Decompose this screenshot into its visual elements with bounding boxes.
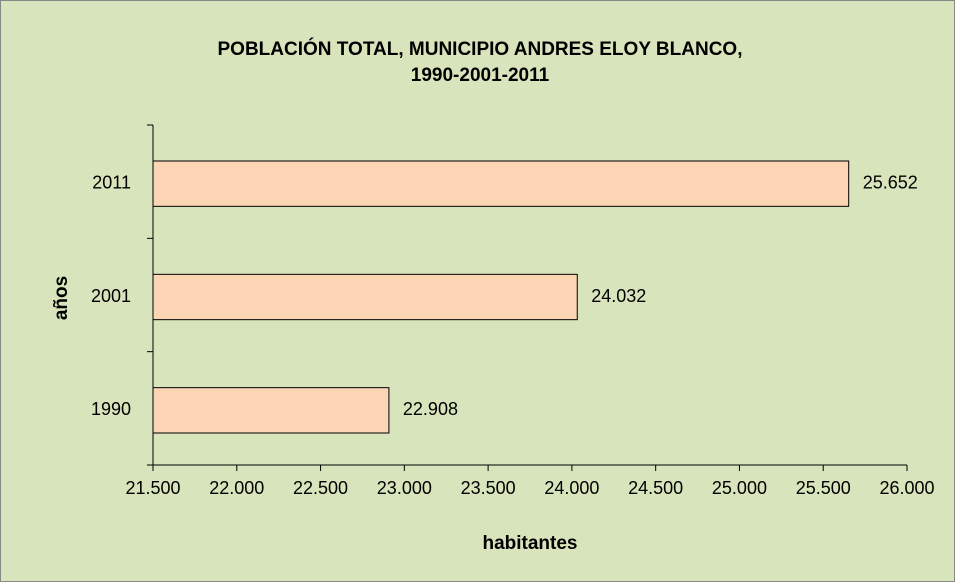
- data-label: 24.032: [591, 286, 646, 306]
- chart-title: 1990-2001-2011: [411, 65, 550, 86]
- bar: [152, 387, 390, 434]
- y-tick-label: 2001: [91, 286, 131, 306]
- x-tick-label: 24.500: [628, 478, 683, 498]
- data-label: 25.652: [863, 172, 918, 192]
- y-tick-label: 1990: [91, 399, 131, 419]
- y-axis-title: años: [51, 276, 72, 320]
- x-tick-label: 22.500: [293, 478, 348, 498]
- x-tick-label: 25.000: [712, 478, 767, 498]
- x-tick-label: 23.000: [377, 478, 432, 498]
- y-tick-label: 2011: [92, 172, 131, 192]
- x-tick-label: 26.000: [879, 478, 934, 498]
- x-tick-label: 23.500: [461, 478, 516, 498]
- x-tick-label: 21.500: [125, 478, 180, 498]
- chart-title: POBLACIÓN TOTAL, MUNICIPIO ANDRES ELOY B…: [218, 38, 743, 60]
- data-label: 22.908: [403, 399, 458, 419]
- x-tick-label: 24.000: [544, 478, 599, 498]
- x-tick-label: 25.500: [796, 478, 851, 498]
- x-axis-title: habitantes: [482, 533, 577, 554]
- bar: [152, 160, 850, 207]
- x-tick-label: 22.000: [209, 478, 264, 498]
- bar: [152, 273, 578, 321]
